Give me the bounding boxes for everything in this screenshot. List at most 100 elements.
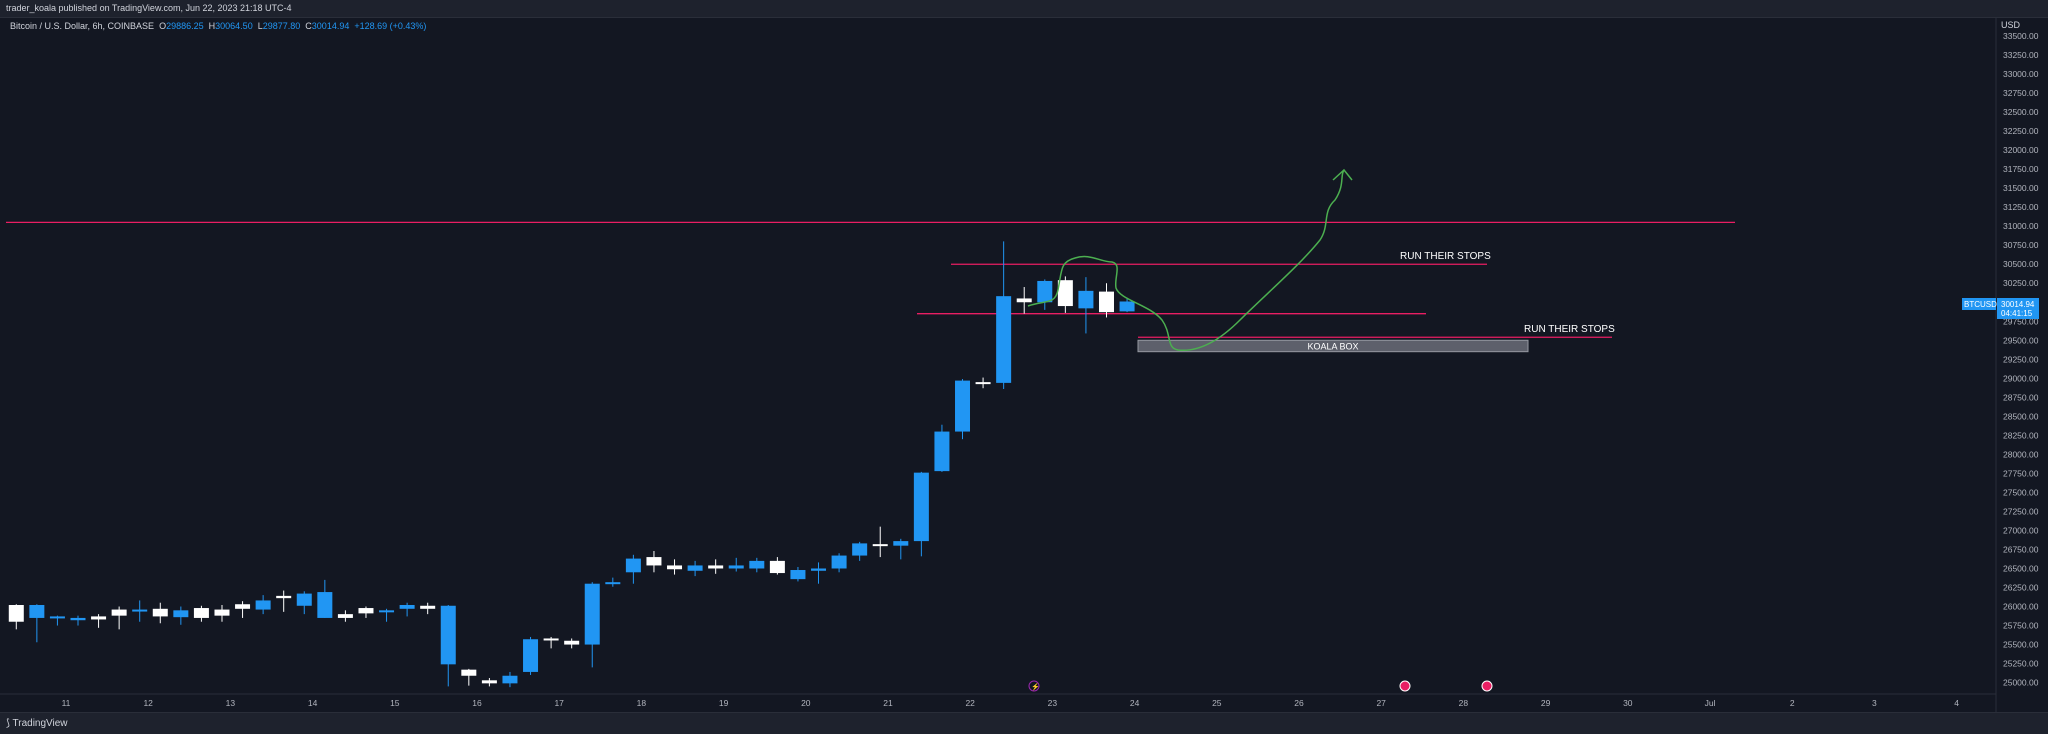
candle-body bbox=[1016, 298, 1032, 303]
y-tick-label: 29250.00 bbox=[2003, 354, 2039, 364]
candle-body bbox=[975, 382, 991, 385]
candle-body bbox=[1037, 280, 1053, 303]
y-tick-label: 26750.00 bbox=[2003, 544, 2039, 554]
candle-body bbox=[440, 605, 456, 665]
candle-body bbox=[111, 609, 127, 616]
close-value: 30014.94 bbox=[311, 21, 350, 31]
candle-body bbox=[399, 605, 415, 609]
y-tick-label: 25750.00 bbox=[2003, 621, 2039, 631]
open-value: 29886.25 bbox=[166, 21, 204, 31]
candle-body bbox=[913, 472, 929, 542]
candle-body bbox=[543, 638, 559, 641]
candle-body bbox=[1057, 280, 1073, 307]
price-axis[interactable]: 33500.00 33250.00 33000.00 32750.00 32500.00… bbox=[2003, 31, 2039, 688]
change-value: +128.69 (+0.43%) bbox=[354, 21, 427, 31]
x-tick-label: 12 bbox=[143, 698, 153, 708]
us-flag-event-icon[interactable] bbox=[1399, 680, 1411, 692]
candle-body bbox=[564, 640, 580, 645]
koala-box-zone: KOALA BOX bbox=[1137, 339, 1529, 353]
price-tag-text: 30014.94 bbox=[2001, 300, 2035, 309]
candle-body bbox=[379, 610, 395, 613]
price-tag: BTCUSD 30014.94 04:41:15 bbox=[1962, 298, 2039, 319]
countdown-text: 04:41:15 bbox=[2001, 309, 2033, 318]
footer-bar: ⟆ TradingView bbox=[0, 712, 2048, 734]
x-tick-label: 22 bbox=[965, 698, 975, 708]
x-tick-label: 24 bbox=[1130, 698, 1140, 708]
candle-body bbox=[70, 617, 86, 621]
x-tick-label: 25 bbox=[1212, 698, 1222, 708]
y-tick-label: 30000.00 bbox=[2003, 297, 2039, 307]
y-tick-label: 29750.00 bbox=[2003, 316, 2039, 326]
y-tick-label: 33250.00 bbox=[2003, 50, 2039, 60]
price-tag-bg bbox=[1997, 298, 2039, 319]
x-tick-label: 23 bbox=[1048, 698, 1058, 708]
x-tick-label: 17 bbox=[554, 698, 564, 708]
lightning-event-icon[interactable] bbox=[1028, 680, 1040, 692]
us-flag-event-icon-2[interactable] bbox=[1481, 680, 1493, 692]
tradingview-logo[interactable]: ⟆ TradingView bbox=[6, 718, 68, 729]
low-value: 29877.80 bbox=[262, 21, 301, 31]
candle-body bbox=[605, 582, 621, 585]
candle-body bbox=[831, 555, 847, 569]
candle-body bbox=[317, 592, 333, 618]
candle-body bbox=[461, 669, 477, 676]
y-tick-label: 25500.00 bbox=[2003, 640, 2039, 650]
candle-body bbox=[708, 565, 724, 569]
x-tick-label: 20 bbox=[801, 698, 811, 708]
candle-body bbox=[502, 675, 518, 684]
koala-box-label: KOALA BOX bbox=[1307, 341, 1358, 351]
y-tick-label: 27750.00 bbox=[2003, 468, 2039, 478]
y-tick-label: 26000.00 bbox=[2003, 602, 2039, 612]
y-tick-label: 26250.00 bbox=[2003, 583, 2039, 593]
candle-body bbox=[852, 543, 868, 556]
candle-body bbox=[728, 565, 744, 569]
y-tick-label: 28000.00 bbox=[2003, 449, 2039, 459]
candle-body bbox=[646, 557, 662, 566]
x-tick-label: 28 bbox=[1459, 698, 1469, 708]
candle-body bbox=[667, 565, 683, 570]
y-tick-label: 30500.00 bbox=[2003, 259, 2039, 269]
candle-body bbox=[872, 544, 888, 547]
candle-body bbox=[173, 610, 189, 618]
candle-body bbox=[235, 604, 251, 609]
x-tick-label: 26 bbox=[1294, 698, 1304, 708]
x-tick-label: Jul bbox=[1705, 698, 1716, 708]
y-tick-label: 33000.00 bbox=[2003, 69, 2039, 79]
brand-label: TradingView bbox=[12, 718, 68, 729]
candle-body bbox=[769, 560, 785, 574]
candle-body bbox=[687, 565, 703, 571]
candle-body bbox=[1119, 301, 1135, 312]
candle-body bbox=[1078, 290, 1094, 309]
high-label: H bbox=[208, 21, 216, 31]
candle-body bbox=[625, 558, 641, 573]
high-value: 30064.50 bbox=[215, 21, 253, 31]
y-tick-label: 33500.00 bbox=[2003, 31, 2039, 41]
run-stops-label-1: RUN THEIR STOPS bbox=[1400, 251, 1491, 262]
publish-bar: trader_koala published on TradingView.co… bbox=[0, 0, 2048, 18]
x-tick-label: 27 bbox=[1376, 698, 1386, 708]
arrow-head bbox=[1332, 168, 1353, 181]
candle-body bbox=[420, 605, 436, 609]
y-tick-label: 31500.00 bbox=[2003, 183, 2039, 193]
candle-body bbox=[584, 583, 600, 645]
koala-box-rect bbox=[1137, 339, 1529, 353]
x-tick-label: 2 bbox=[1790, 698, 1795, 708]
lightning-glyph: ⚡ bbox=[1031, 682, 1040, 691]
y-tick-label: 32250.00 bbox=[2003, 126, 2039, 136]
y-tick-label: 27250.00 bbox=[2003, 506, 2039, 516]
run-stops-label-2: RUN THEIR STOPS bbox=[1524, 324, 1615, 335]
y-tick-label: 28250.00 bbox=[2003, 430, 2039, 440]
candle-body bbox=[296, 593, 312, 606]
candle-body bbox=[811, 568, 827, 571]
event-markers[interactable]: ⚡ bbox=[1028, 680, 1493, 692]
y-tick-label: 28750.00 bbox=[2003, 392, 2039, 402]
candle-body bbox=[152, 608, 168, 617]
candle-body bbox=[214, 609, 230, 616]
y-tick-label: 30750.00 bbox=[2003, 240, 2039, 250]
candle-body bbox=[996, 296, 1012, 383]
candle-body bbox=[193, 608, 209, 618]
symbol-name[interactable]: Bitcoin / U.S. Dollar, 6h, COINBASE bbox=[10, 21, 155, 31]
brand-icon: ⟆ bbox=[6, 718, 13, 729]
time-axis[interactable]: 11 12 13 14 15 16 17 18 19 20 21 22 23 24 25 26 27 28 29 30… bbox=[62, 698, 1960, 708]
